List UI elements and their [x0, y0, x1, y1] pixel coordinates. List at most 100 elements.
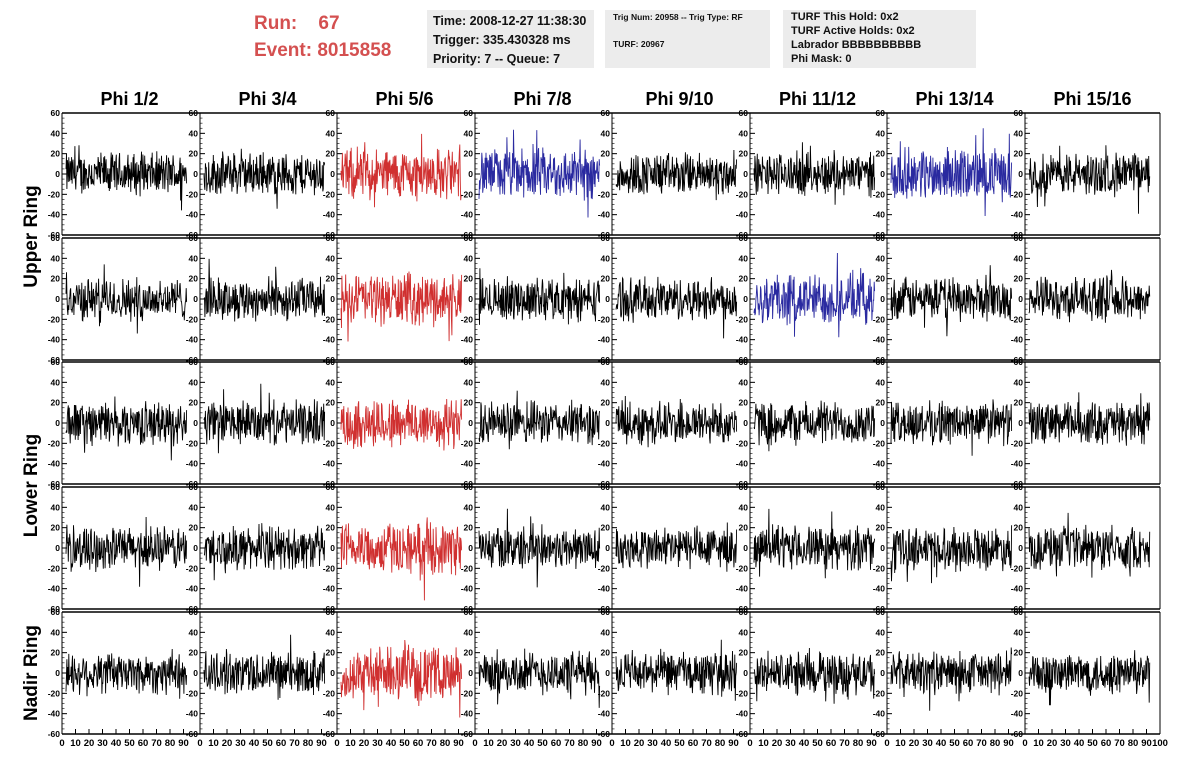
y-tick-label: 40	[1014, 253, 1024, 263]
y-tick-label: -20	[1011, 688, 1024, 698]
y-tick-label: 20	[464, 398, 474, 408]
x-tick-label: 70	[976, 738, 987, 749]
y-tick-label: 20	[189, 523, 199, 533]
y-tick-label: 0	[880, 294, 885, 304]
y-tick-label: 40	[1014, 128, 1024, 138]
y-tick-label: -20	[323, 438, 336, 448]
y-tick-label: 0	[55, 418, 60, 428]
y-tick-label: 0	[605, 668, 610, 678]
y-tick-label: 60	[1014, 108, 1024, 118]
y-tick-label: 0	[1018, 169, 1023, 179]
waveform-trace	[65, 264, 188, 334]
y-tick-label: -20	[598, 563, 611, 573]
y-tick-label: -60	[48, 479, 61, 489]
x-tick-label: 20	[909, 738, 920, 749]
x-tick-label: 60	[413, 738, 424, 749]
x-tick-label: 10	[345, 738, 356, 749]
x-tick-label: 50	[399, 738, 410, 749]
waveform-trace	[65, 396, 188, 461]
y-tick-label: -60	[461, 604, 474, 614]
y-tick-label: -20	[323, 314, 336, 324]
y-tick-label: -60	[48, 729, 61, 739]
column-title: Phi 7/8	[513, 89, 571, 109]
y-tick-label: -60	[461, 729, 474, 739]
y-tick-label: -60	[598, 604, 611, 614]
y-tick-label: -20	[323, 189, 336, 199]
y-tick-label: -40	[461, 709, 474, 719]
y-tick-label: 20	[464, 149, 474, 159]
waveform-trace	[753, 508, 876, 579]
x-tick-label: 0	[1022, 738, 1027, 749]
y-tick-label: 60	[601, 482, 611, 492]
waveform-trace	[890, 265, 1013, 337]
y-tick-label: -40	[1011, 584, 1024, 594]
y-tick-label: 40	[326, 627, 336, 637]
y-tick-label: 0	[193, 294, 198, 304]
y-tick-label: 40	[189, 502, 199, 512]
run-value: 67	[318, 13, 340, 34]
y-tick-label: 40	[326, 502, 336, 512]
x-tick-label: 80	[853, 738, 864, 749]
y-tick-label: 0	[880, 543, 885, 553]
y-tick-label: 20	[326, 274, 336, 284]
turf-num-text: TURF: 20967	[613, 39, 665, 49]
labrador-text: Labrador BBBBBBBBBB	[791, 39, 922, 51]
x-tick-label: 60	[963, 738, 974, 749]
x-tick-label: 30	[372, 738, 383, 749]
y-tick-label: -40	[323, 459, 336, 469]
y-tick-label: 0	[193, 418, 198, 428]
x-tick-label: 30	[97, 738, 108, 749]
trig-num-text: Trig Num: 20958 -- Trig Type: RF	[613, 12, 743, 22]
y-tick-label: 60	[739, 233, 749, 243]
y-tick-label: -20	[461, 563, 474, 573]
waveform-trace	[615, 149, 738, 201]
y-tick-label: -40	[323, 335, 336, 345]
y-tick-label: 40	[189, 253, 199, 263]
y-tick-label: -40	[736, 584, 749, 594]
y-tick-label: 40	[601, 253, 611, 263]
x-tick-label: 40	[249, 738, 260, 749]
waveform-trace	[478, 508, 601, 588]
x-tick-label: 70	[701, 738, 712, 749]
y-tick-label: -40	[598, 584, 611, 594]
y-tick-label: 20	[601, 523, 611, 533]
y-tick-label: -40	[323, 584, 336, 594]
waveform-trace	[203, 148, 326, 209]
y-tick-label: 0	[880, 418, 885, 428]
waveform-trace	[890, 128, 1013, 217]
y-tick-label: 20	[1014, 648, 1024, 658]
turf-hold-text: TURF This Hold: 0x2	[791, 11, 899, 23]
y-tick-label: 60	[51, 607, 61, 617]
waveform-trace	[478, 390, 601, 450]
x-tick-label: 90	[1003, 738, 1014, 749]
y-tick-label: 40	[601, 128, 611, 138]
y-tick-label: -40	[48, 335, 61, 345]
y-tick-label: -40	[598, 210, 611, 220]
y-tick-label: 60	[464, 357, 474, 367]
y-tick-label: -60	[1011, 479, 1024, 489]
time-info-box: Time: 2008-12-27 11:38:30 Trigger: 335.4…	[427, 10, 594, 68]
y-tick-label: 20	[51, 398, 61, 408]
x-tick-label: 70	[151, 738, 162, 749]
x-tick-label: 60	[826, 738, 837, 749]
y-tick-label: -40	[873, 335, 886, 345]
x-tick-label: 30	[647, 738, 658, 749]
y-tick-label: 60	[464, 482, 474, 492]
event-label: Event:	[254, 40, 313, 61]
y-tick-label: -40	[323, 210, 336, 220]
y-tick-label: 20	[876, 523, 886, 533]
waveform-trace	[890, 399, 1013, 456]
x-tick-label: 90	[728, 738, 739, 749]
run-event-info: Run: 67 Event: 8015858	[254, 10, 391, 64]
y-tick-label: -40	[186, 459, 199, 469]
x-tick-label: 0	[609, 738, 614, 749]
x-tick-label: 50	[537, 738, 548, 749]
y-tick-label: -60	[873, 604, 886, 614]
waveform-trace	[203, 523, 326, 581]
y-tick-label: -40	[736, 210, 749, 220]
waveform-trace	[753, 647, 876, 704]
y-tick-label: -40	[598, 709, 611, 719]
waveform-trace	[340, 517, 463, 601]
waveform-trace	[478, 129, 601, 218]
